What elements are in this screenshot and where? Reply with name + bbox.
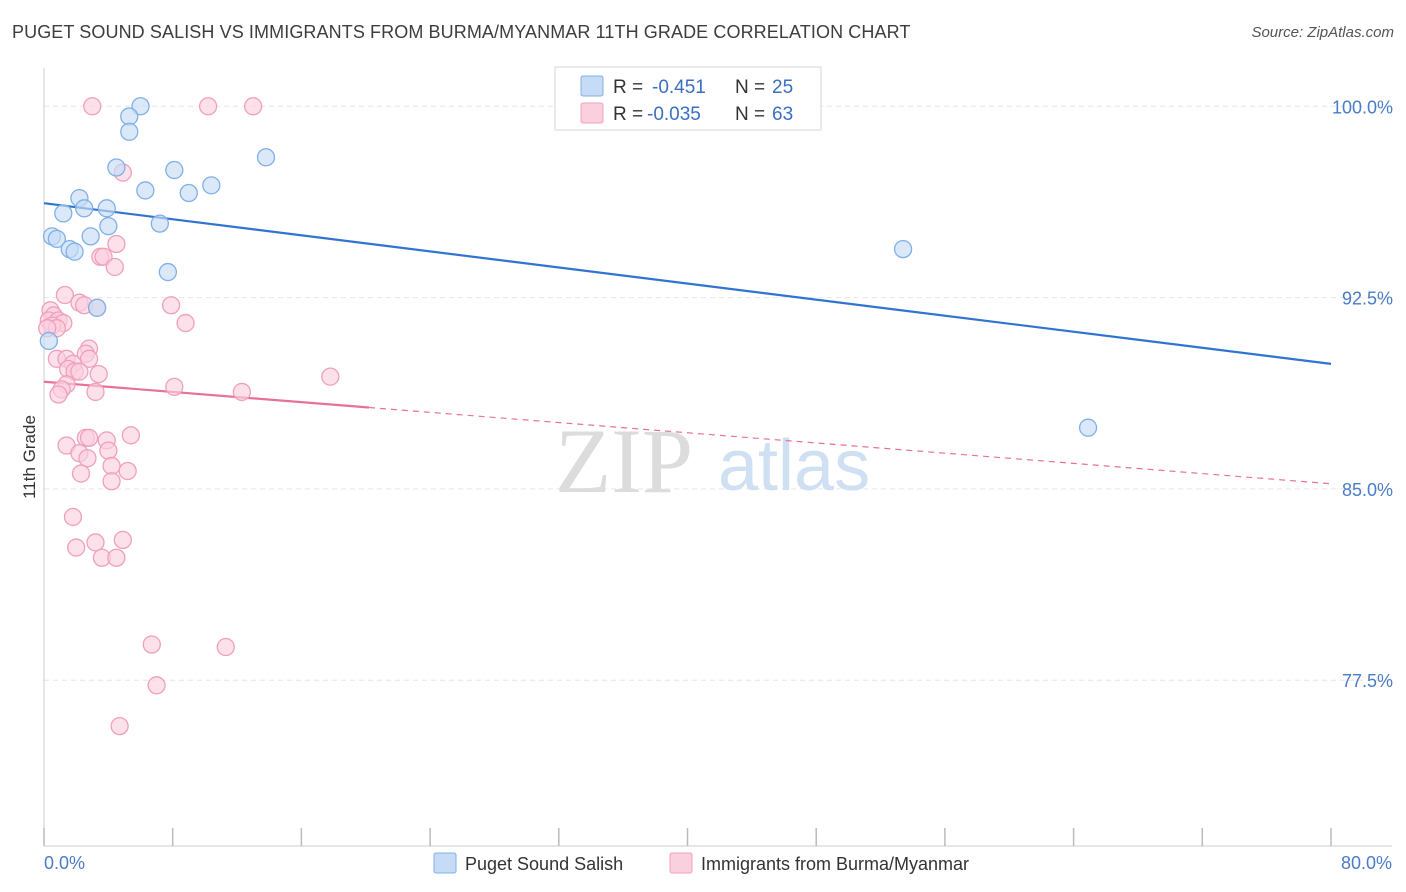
- point-s1-7: [105, 257, 124, 277]
- stats-legend: R = -0.451 N = 25 R = -0.035 N = 63: [554, 66, 822, 131]
- point-s1-50: [102, 472, 121, 491]
- point-s0-8: [202, 176, 221, 195]
- point-s1-35: [86, 382, 105, 402]
- point-s1-47: [102, 456, 121, 476]
- point-s0-1: [120, 107, 139, 126]
- point-s0-2: [120, 122, 139, 141]
- point-s1-38: [321, 367, 340, 386]
- series-legend-label-salish: Puget Sound Salish: [465, 854, 623, 874]
- watermark-zip: ZIP: [555, 410, 693, 512]
- point-s1-31: [89, 364, 108, 384]
- point-s0-19: [65, 242, 84, 261]
- point-s1-45: [99, 441, 118, 460]
- point-s0-12: [97, 199, 116, 218]
- point-s1-41: [79, 428, 99, 448]
- y-tick-label-1: 92.5%: [1342, 289, 1393, 309]
- watermark-atlas: atlas: [718, 426, 870, 506]
- point-s1-60: [110, 716, 129, 736]
- trend-line-0: [43, 202, 1332, 365]
- point-s0-7: [179, 183, 198, 203]
- point-s1-37: [232, 382, 252, 402]
- y-tick-labels: 100.0% 92.5% 85.0% 77.5%: [1332, 97, 1393, 691]
- legend-r-value-salish: -0.451: [652, 77, 706, 98]
- series-legend-label-burma: Immigrants from Burma/Myanmar: [701, 854, 969, 874]
- source-credit: Source: ZipAtlas.com: [1251, 24, 1394, 41]
- point-s1-6: [94, 247, 113, 266]
- point-s1-59: [147, 676, 166, 695]
- point-s0-13: [150, 214, 169, 233]
- legend-r-value-burma: -0.035: [647, 104, 701, 125]
- chart-title: PUGET SOUND SALISH VS IMMIGRANTS FROM BU…: [12, 22, 911, 42]
- y-tick-label-2: 85.0%: [1342, 480, 1393, 500]
- series-legend: Puget Sound Salish Immigrants from Burma…: [433, 852, 969, 874]
- point-s1-34: [49, 385, 68, 404]
- point-s1-46: [78, 449, 97, 468]
- point-s1-30: [70, 362, 89, 381]
- point-s1-1: [198, 97, 218, 116]
- point-s1-0: [83, 97, 102, 116]
- point-s1-4: [107, 234, 126, 254]
- point-s1-49: [71, 464, 91, 483]
- point-s1-2: [243, 97, 263, 116]
- point-s1-11: [161, 296, 181, 315]
- scatter-points: [38, 97, 1098, 736]
- legend-swatch-burma: [580, 102, 604, 124]
- y-tick-label-0: 100.0%: [1332, 97, 1393, 117]
- point-s1-48: [118, 461, 137, 481]
- point-s0-10: [75, 199, 94, 218]
- point-s1-58: [216, 637, 235, 657]
- point-s0-3: [256, 148, 276, 167]
- axes: [43, 68, 1392, 847]
- series-legend-swatch-salish: [433, 852, 457, 874]
- point-s1-54: [113, 530, 132, 550]
- y-axis-label: 11th Grade: [20, 415, 39, 499]
- point-s1-36: [165, 377, 184, 397]
- point-s0-14: [99, 217, 118, 236]
- series-legend-swatch-burma: [669, 852, 693, 874]
- y-tick-label-3: 77.5%: [1342, 671, 1393, 691]
- point-s0-21: [893, 239, 913, 259]
- x-tick-label-min: 0.0%: [44, 853, 85, 873]
- point-s0-22: [87, 298, 107, 317]
- point-s0-17: [81, 227, 100, 246]
- point-s1-43: [121, 426, 141, 445]
- point-s0-23: [39, 331, 58, 351]
- x-ticks: [43, 828, 1332, 846]
- point-s0-16: [47, 229, 67, 249]
- legend-swatch-salish: [580, 75, 604, 97]
- point-s0-11: [54, 204, 73, 223]
- point-s1-53: [86, 533, 105, 552]
- point-s1-21: [176, 313, 195, 333]
- point-s1-51: [63, 507, 83, 527]
- point-s0-4: [107, 158, 126, 177]
- legend-n-value-burma: 63: [772, 104, 793, 125]
- x-tick-label-max: 80.0%: [1341, 853, 1392, 873]
- point-s1-8: [55, 285, 75, 305]
- point-s1-56: [107, 548, 126, 567]
- legend-r-label-burma: R =: [613, 104, 643, 125]
- legend-n-label-salish: N =: [735, 77, 765, 98]
- legend-r-label-salish: R =: [613, 77, 643, 98]
- point-s0-6: [136, 181, 155, 200]
- point-s1-52: [67, 538, 86, 557]
- legend-n-label-burma: N =: [735, 104, 765, 125]
- point-s0-0: [131, 97, 150, 116]
- point-s0-20: [158, 262, 178, 282]
- legend-n-value-salish: 25: [772, 77, 793, 98]
- point-s1-57: [142, 635, 161, 654]
- trend-line-dashed-1: [368, 406, 1332, 485]
- point-s0-24: [1078, 418, 1098, 437]
- point-s0-5: [165, 160, 184, 180]
